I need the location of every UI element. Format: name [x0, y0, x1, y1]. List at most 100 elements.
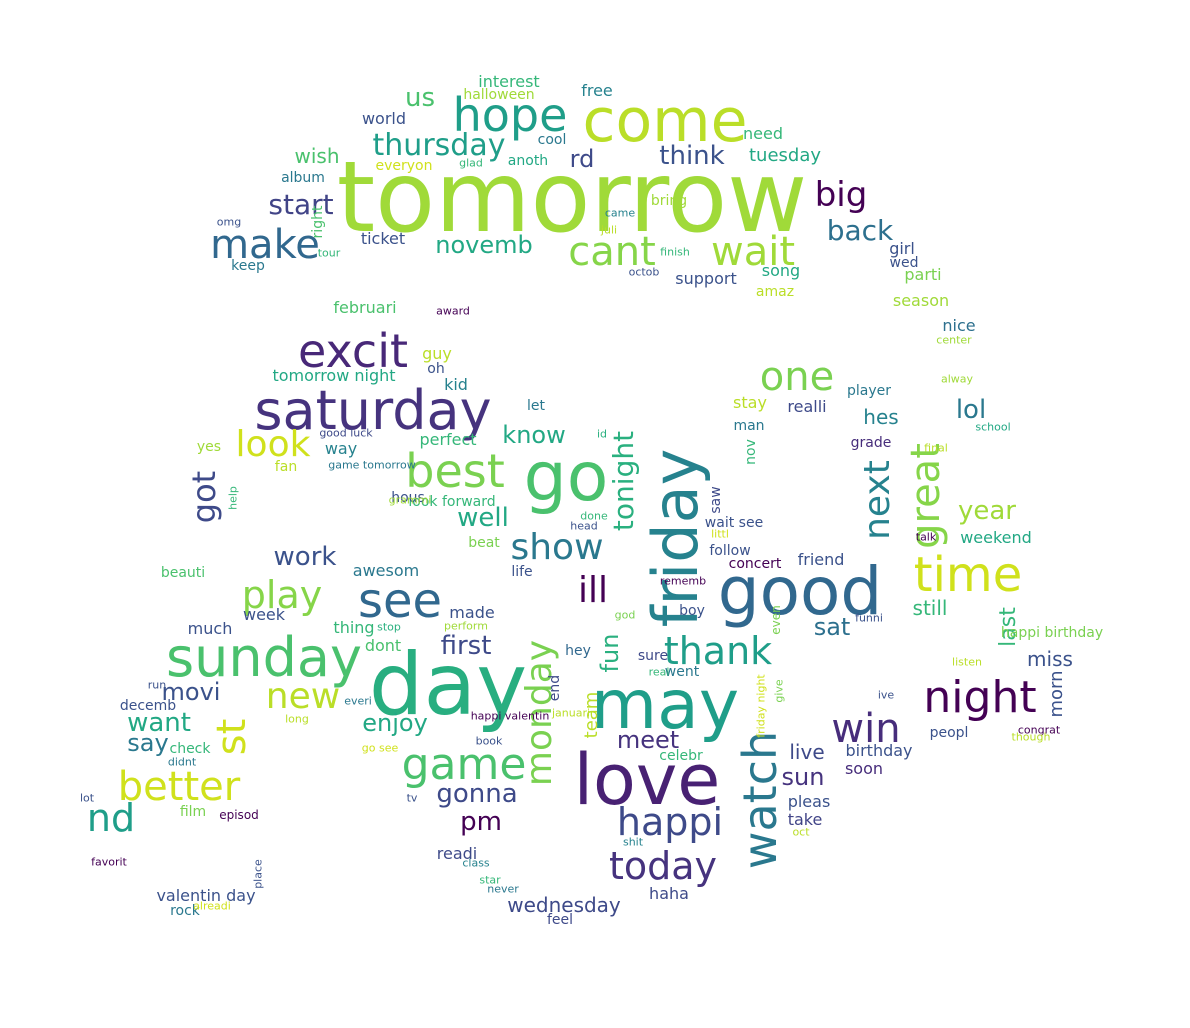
word-st: st	[209, 718, 255, 756]
word-beauti: beauti	[160, 565, 206, 581]
word-help: help	[226, 486, 240, 510]
word-day: day	[368, 635, 528, 735]
word-tour: tour	[317, 246, 341, 260]
word-perfect: perfect	[419, 430, 477, 449]
word-live: live	[789, 740, 825, 764]
word-nd: nd	[86, 796, 136, 840]
word-oct: oct	[792, 825, 810, 839]
word-ill: ill	[577, 570, 609, 611]
word-keep: keep	[231, 258, 265, 274]
word-stop: stop	[377, 620, 401, 634]
word-win: win	[831, 706, 901, 752]
word-tuesday: tuesday	[748, 145, 822, 166]
word-id: id	[596, 427, 608, 441]
word-come: come	[582, 86, 748, 156]
word-go: go	[523, 438, 609, 517]
word-free: free	[581, 81, 613, 100]
word-didnt: didnt	[167, 755, 197, 769]
word-game: game	[401, 739, 527, 790]
word-bring: bring	[650, 193, 688, 209]
word-start: start	[268, 188, 334, 221]
word-rd: rd	[569, 145, 595, 173]
word-school: school	[975, 420, 1011, 434]
word-god: god	[614, 608, 636, 622]
word-year: year	[957, 496, 1017, 526]
word-juli: juli	[600, 223, 618, 237]
word-februari: februari	[333, 298, 397, 317]
word-way: way	[324, 439, 358, 458]
word-thursday: thursday	[372, 128, 506, 163]
word-guy: guy	[422, 344, 452, 363]
word-shit: shit	[622, 835, 644, 849]
word-run: run	[147, 678, 167, 692]
word-sunday: sunday	[166, 626, 362, 689]
word-though: though	[1011, 730, 1051, 744]
word-miss: miss	[1027, 647, 1073, 671]
word-show: show	[510, 527, 604, 568]
word-saturday: saturday	[254, 379, 492, 442]
word-cool: cool	[537, 132, 567, 148]
word-right: right	[310, 205, 326, 239]
word-celebr: celebr	[659, 748, 703, 764]
word-week: week	[242, 605, 286, 624]
word-made: made	[449, 603, 495, 622]
word-love: love	[573, 739, 721, 821]
word-want: want	[127, 708, 191, 738]
word-lol: lol	[955, 395, 987, 425]
word-nice: nice	[942, 316, 976, 335]
word-wed: wed	[889, 255, 919, 271]
word-soon: soon	[844, 759, 884, 778]
word-morn: morn	[1046, 670, 1067, 718]
word-favorit: favorit	[91, 855, 127, 869]
word-today: today	[608, 844, 718, 888]
word-give: give	[772, 679, 786, 703]
word-next: next	[857, 460, 898, 540]
word-wish: wish	[294, 144, 340, 168]
word-wait-see: wait see	[704, 515, 764, 531]
word-tonight: tonight	[607, 430, 640, 532]
word-friday-night: friday night	[754, 674, 768, 738]
word-pleas: pleas	[787, 792, 831, 811]
word-follow: follow	[709, 543, 751, 559]
word-check: check	[169, 741, 211, 757]
word-ive: ive	[877, 688, 895, 702]
word-world: world	[361, 109, 407, 128]
word-readi: readi	[436, 844, 478, 863]
word-got: got	[185, 470, 223, 524]
word-girl: girl	[889, 239, 915, 258]
word-perform: perform	[444, 619, 488, 633]
word-decemb: decemb	[119, 698, 177, 714]
word-game-tomorrow: game tomorrow	[328, 458, 416, 472]
word-came: came	[604, 206, 636, 220]
word-concert: concert	[728, 556, 782, 572]
word-fun: fun	[596, 633, 624, 673]
word-pm: pm	[460, 807, 502, 837]
word-hope: hope	[452, 88, 568, 142]
word-go-see: go see	[361, 741, 399, 755]
word-album: album	[281, 170, 325, 186]
word-may: may	[590, 666, 740, 745]
word-watch: watch	[733, 730, 787, 870]
word-valentin-day: valentin day	[156, 886, 256, 905]
word-look-forward: look forward	[408, 494, 496, 510]
word-gonna: gonna	[436, 779, 518, 809]
word-player: player	[846, 383, 892, 399]
word-realli: realli	[787, 397, 827, 416]
word-song: song	[761, 261, 801, 280]
word-class: class	[462, 856, 490, 870]
word-boy: boy	[679, 603, 705, 619]
word-wait: wait	[710, 229, 796, 275]
word-final: final	[924, 441, 948, 455]
word-funni: funni	[855, 611, 883, 625]
word-yes: yes	[196, 439, 222, 455]
word-play: play	[241, 573, 323, 617]
word-life: life	[511, 564, 533, 580]
word-happi-birthday: happi birthday	[1000, 625, 1104, 641]
word-thing: thing	[333, 618, 375, 637]
word-amaz: amaz	[755, 284, 795, 300]
word-finish: finish	[660, 245, 690, 259]
word-listen: listen	[952, 655, 982, 669]
word-well: well	[457, 503, 509, 533]
word-long: long	[285, 712, 309, 726]
